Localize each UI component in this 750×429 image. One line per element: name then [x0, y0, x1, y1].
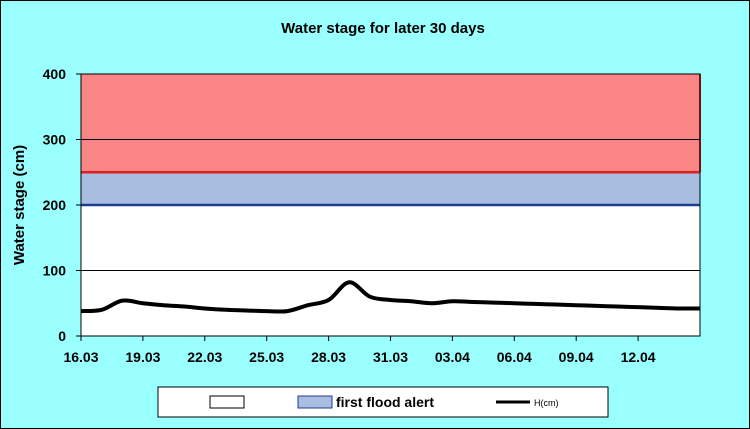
- x-tick-label: 31.03: [373, 349, 408, 365]
- legend: first flood alert H(cm): [157, 386, 609, 418]
- legend-label-first-flood-alert: first flood alert: [336, 394, 434, 410]
- stage-bands: [81, 74, 700, 336]
- y-tick-label: 400: [43, 66, 67, 82]
- x-tick-label: 22.03: [187, 349, 222, 365]
- band-2: [81, 74, 700, 173]
- x-tick-label: 03.04: [435, 349, 470, 365]
- x-tick-label: 12.04: [621, 349, 656, 365]
- y-tick-label: 200: [43, 197, 67, 213]
- y-tick-label: 0: [58, 328, 66, 344]
- series-line-0: [80, 280, 701, 314]
- y-tick-label: 100: [43, 263, 67, 279]
- band-1: [81, 172, 700, 205]
- legend-swatch-first-flood-alert: [297, 395, 333, 409]
- gridlines: [81, 74, 701, 271]
- x-tick-label: 09.04: [559, 349, 594, 365]
- legend-label-h-cm: H(cm): [534, 398, 559, 408]
- x-tick-label: 28.03: [311, 349, 346, 365]
- chart-title: Water stage for later 30 days: [281, 20, 485, 37]
- y-axis-label: Water stage (cm): [11, 145, 28, 265]
- y-tick-label: 300: [43, 132, 67, 148]
- y-axis-ticks: 0 100 200 300 400: [43, 66, 81, 344]
- x-tick-label: 16.03: [63, 349, 98, 365]
- series-layer: [80, 280, 701, 314]
- x-axis-ticks: 16.03 19.03 22.03 25.03 28.03 31.03 03.04 06.04…: [63, 336, 656, 365]
- x-tick-label: 19.03: [125, 349, 160, 365]
- x-tick-label: 06.04: [497, 349, 532, 365]
- x-tick-label: 25.03: [249, 349, 284, 365]
- legend-swatch-white: [209, 395, 245, 409]
